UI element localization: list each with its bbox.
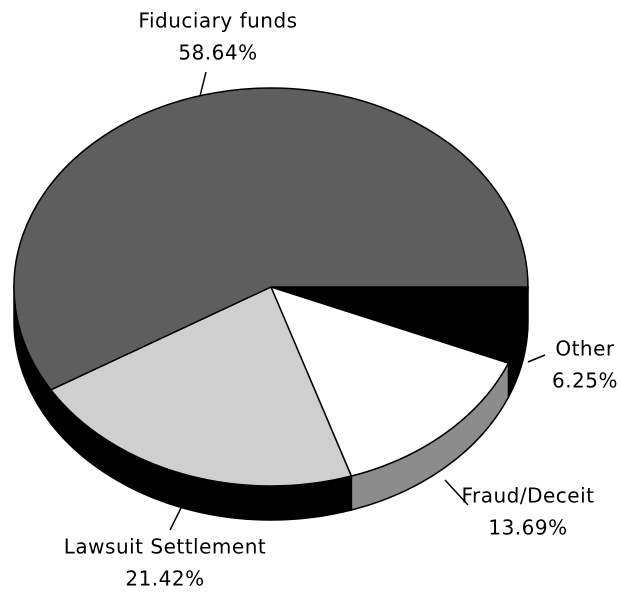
slice-value-label: 6.25% [552,369,618,393]
slice-label: Fiduciary funds [138,9,297,33]
leader-line [527,354,546,363]
slice-value-label: 13.69% [488,516,567,540]
slice [49,285,353,487]
slice-value-label: 21.42% [125,567,204,591]
slice-label: Lawsuit Settlement [64,535,266,559]
leader-line [169,505,183,531]
slice-label: Fraud/Deceit [461,484,594,508]
slice [269,285,510,477]
leader-line [199,71,207,97]
slice [13,87,529,391]
leader-line [444,479,469,506]
slice-value-label: 58.64% [178,41,257,65]
slice-label: Other [555,337,615,361]
